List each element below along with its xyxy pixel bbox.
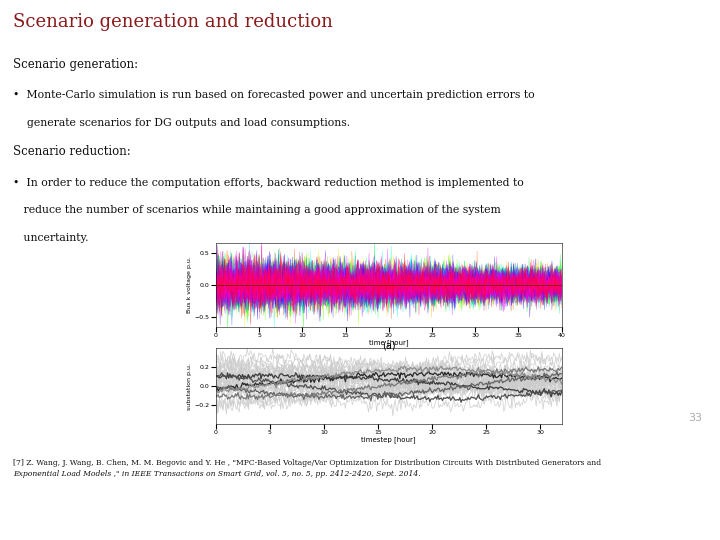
Text: reduce the number of scenarios while maintaining a good approximation of the sys: reduce the number of scenarios while mai…	[13, 205, 500, 215]
Text: Iowa State University: Iowa State University	[18, 514, 200, 528]
Y-axis label: Bus k voltage p.u.: Bus k voltage p.u.	[187, 256, 192, 313]
Text: generate scenarios for DG outputs and load consumptions.: generate scenarios for DG outputs and lo…	[13, 118, 350, 128]
Text: •  In order to reduce the computation efforts, backward reduction method is impl: • In order to reduce the computation eff…	[13, 178, 523, 188]
Text: uncertainty.: uncertainty.	[13, 233, 89, 243]
Text: [7] Z. Wang, J. Wang, B. Chen, M. M. Begovic and Y. He , "MPC-Based Voltage/Var : [7] Z. Wang, J. Wang, B. Chen, M. M. Beg…	[13, 458, 601, 467]
Text: Scenario reduction:: Scenario reduction:	[13, 145, 131, 158]
Text: Scenario generation:: Scenario generation:	[13, 58, 138, 71]
Y-axis label: substation p.u.: substation p.u.	[187, 362, 192, 410]
Text: •  Monte-Carlo simulation is run based on forecasted power and uncertain predict: • Monte-Carlo simulation is run based on…	[13, 90, 534, 100]
X-axis label: timestep [hour]: timestep [hour]	[361, 436, 416, 443]
Text: Exponential Load Models ," in IEEE Transactions on Smart Grid, vol. 5, no. 5, pp: Exponential Load Models ," in IEEE Trans…	[13, 470, 420, 478]
Text: Scenario generation and reduction: Scenario generation and reduction	[13, 12, 333, 31]
X-axis label: time [hour]: time [hour]	[369, 339, 409, 346]
Text: 33: 33	[688, 414, 702, 423]
Text: (a): (a)	[382, 340, 395, 350]
Text: Fig.3 Examples (a) scenario generation; (b) scenario reduction: Fig.3 Examples (a) scenario generation; …	[233, 414, 544, 422]
